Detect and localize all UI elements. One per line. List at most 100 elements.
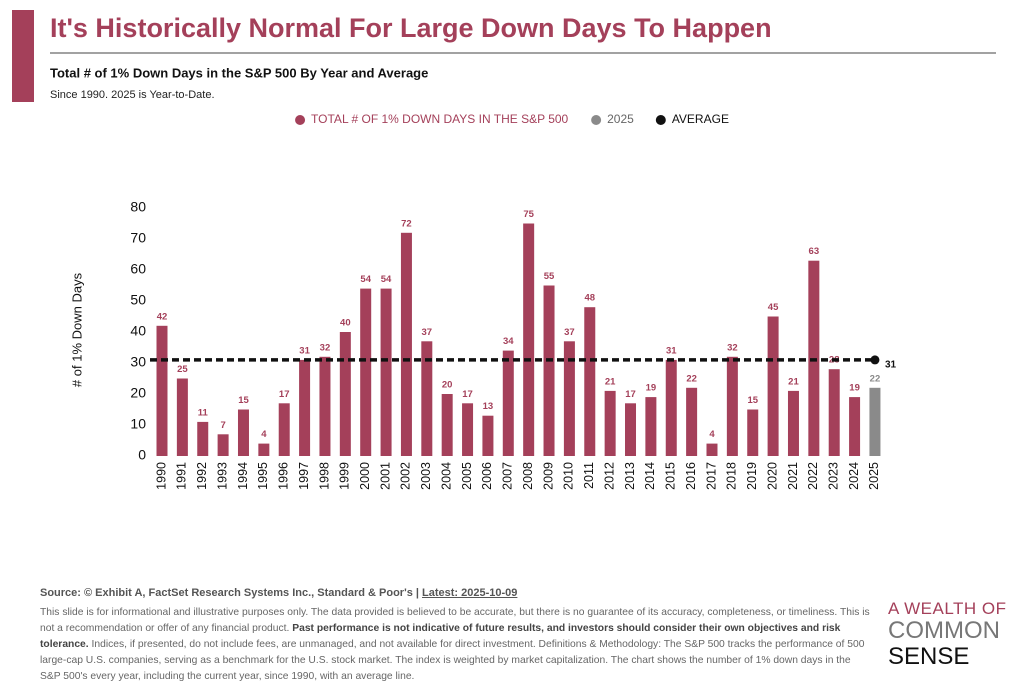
data-label: 21 (788, 376, 799, 387)
x-tick-label: 2021 (786, 462, 800, 490)
footer: Source: © Exhibit A, FactSet Research Sy… (40, 585, 870, 685)
data-label: 54 (360, 274, 371, 285)
bar (523, 223, 535, 456)
bar (584, 307, 596, 456)
data-label: 13 (483, 401, 494, 412)
data-label: 32 (320, 342, 331, 353)
x-tick-label: 2004 (439, 462, 453, 490)
x-tick-label: 1996 (277, 462, 291, 490)
bar (706, 443, 718, 456)
x-tick-label: 2020 (765, 462, 779, 490)
y-tick-label: 30 (130, 354, 146, 370)
bar (217, 434, 229, 456)
x-tick-label: 2016 (684, 462, 698, 490)
bar (197, 421, 209, 456)
x-tick-label: 2013 (623, 462, 637, 490)
disclaimer-text: This slide is for informational and illu… (40, 607, 870, 634)
x-tick-label: 2003 (419, 462, 433, 490)
data-label: 17 (462, 389, 473, 400)
y-axis-title: # of 1% Down Days (69, 272, 84, 387)
data-label: 7 (220, 420, 225, 431)
x-tick-label: 1995 (256, 462, 270, 490)
y-tick-label: 70 (130, 230, 146, 246)
chart: It's Historically Normal For Large Down … (12, 10, 996, 490)
bar (482, 415, 494, 456)
chart-title: It's Historically Normal For Large Down … (50, 13, 772, 43)
legend-marker (295, 115, 306, 125)
bar (441, 394, 453, 456)
accent-bar (12, 10, 34, 102)
data-label: 54 (381, 274, 392, 285)
data-label: 4 (261, 429, 267, 440)
data-label: 19 (646, 383, 657, 394)
bar (156, 325, 168, 456)
data-label: 37 (422, 327, 433, 338)
bar (665, 359, 677, 456)
legend-label: TOTAL # OF 1% DOWN DAYS IN THE S&P 500 (311, 112, 569, 126)
data-label: 25 (177, 364, 188, 375)
data-label: 40 (340, 318, 351, 329)
y-tick-label: 0 (138, 447, 146, 463)
data-label: 72 (401, 218, 412, 229)
data-label: 31 (666, 345, 677, 356)
x-tick-label: 1991 (175, 462, 189, 490)
bar (278, 403, 290, 456)
x-tick-label: 1998 (317, 462, 331, 490)
x-tick-label: 2005 (460, 462, 474, 490)
data-label: 32 (727, 342, 738, 353)
x-tick-label: 2007 (501, 462, 515, 490)
bar (726, 356, 738, 456)
latest-date: Latest: 2025-10-09 (422, 587, 518, 599)
data-label: 20 (442, 380, 453, 391)
note: Since 1990. 2025 is Year-to-Date. (50, 89, 215, 101)
data-label: 4 (709, 429, 715, 440)
logo-line: SENSE (888, 643, 970, 670)
x-tick-label: 1990 (154, 462, 168, 490)
disclaimer-text: Indices, if presented, do not include fe… (40, 639, 865, 682)
disclaimer-bold: Past performance is not indicative of fu… (40, 623, 841, 650)
bar (400, 232, 412, 456)
legend-marker (655, 115, 666, 125)
bar (339, 332, 351, 456)
data-label: 45 (768, 302, 779, 313)
y-tick-label: 60 (130, 261, 146, 277)
legend-label: AVERAGE (672, 112, 729, 126)
data-label: 31 (299, 345, 310, 356)
bar (299, 359, 311, 456)
bar (686, 387, 698, 456)
bar (462, 403, 474, 456)
logo: A WEALTH OF COMMON SENSE (888, 600, 1007, 669)
disclaimer: This slide is for informational and illu… (40, 605, 870, 685)
source-text: Source: © Exhibit A, FactSet Research Sy… (40, 587, 423, 599)
bar (604, 390, 616, 456)
bar (645, 397, 657, 456)
data-label: 17 (625, 389, 636, 400)
x-tick-label: 2009 (541, 462, 555, 490)
x-tick-label: 2024 (847, 462, 861, 490)
y-tick-label: 50 (130, 292, 146, 308)
x-tick-label: 2018 (725, 462, 739, 490)
data-label: 48 (584, 293, 595, 304)
data-label: 22 (870, 373, 881, 384)
x-tick-label: 1992 (195, 462, 209, 490)
bar (380, 288, 392, 456)
bar (625, 403, 637, 456)
x-tick-label: 2006 (480, 462, 494, 490)
data-label: 63 (809, 246, 820, 257)
bar (502, 350, 514, 456)
x-tick-label: 2002 (399, 462, 413, 490)
bar (747, 409, 759, 456)
bar (360, 288, 372, 456)
bar (869, 387, 881, 456)
x-tick-label: 2022 (806, 462, 820, 490)
legend-label: 2025 (607, 112, 634, 126)
logo-line: COMMON (888, 617, 1000, 644)
bar (787, 390, 799, 456)
x-tick-label: 1994 (236, 462, 250, 490)
logo-line: A WEALTH OF (888, 599, 1007, 618)
data-label: 42 (157, 311, 168, 322)
x-tick-label: 2025 (867, 462, 881, 490)
data-label: 55 (544, 271, 555, 282)
x-tick-label: 2008 (521, 462, 535, 490)
bar (828, 369, 840, 456)
